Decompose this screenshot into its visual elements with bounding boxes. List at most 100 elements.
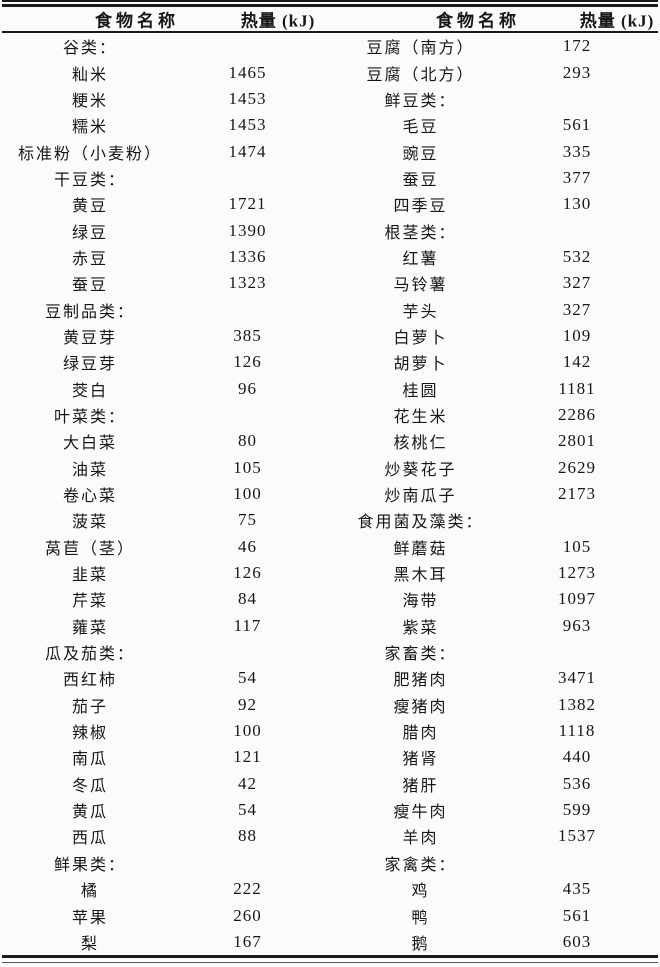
- table-row: 黄豆 1721 四季豆 130: [0, 191, 660, 217]
- food-name-cell: 海带: [402, 593, 439, 611]
- calorie-value-cell: 1474: [228, 141, 267, 161]
- calorie-value-cell: 327: [562, 273, 592, 293]
- food-name-cell: 绿豆芽: [62, 356, 117, 374]
- bottom-thick-rule: [2, 955, 658, 958]
- top-thin-rule: [2, 0, 658, 2]
- food-name-cell: 叶菜类：: [53, 408, 126, 426]
- table-row: 辣椒 100 腊肉 1118: [0, 718, 660, 744]
- food-name-cell: 梨: [80, 935, 99, 953]
- table-row: 南瓜 121 猪肾 440: [0, 744, 660, 770]
- calorie-value-cell: 335: [562, 141, 592, 161]
- calorie-value-cell: 440: [562, 747, 592, 767]
- food-name-cell: 芹菜: [71, 593, 108, 611]
- table-row: 籼米 1465 豆腐（北方） 293: [0, 59, 660, 85]
- top-thick-rule: [2, 4, 658, 7]
- calorie-value-cell: 599: [562, 800, 592, 820]
- food-name-cell: 冬瓜: [71, 777, 108, 795]
- food-name-cell: 西红柿: [62, 672, 117, 690]
- food-name-cell: 桂圆: [402, 382, 439, 400]
- table-row: 蚕豆 1323 马铃薯 327: [0, 270, 660, 296]
- calorie-value-cell: 109: [562, 325, 592, 345]
- food-name-cell: 食用菌及藻类：: [357, 514, 484, 532]
- calorie-value-cell: 84: [238, 589, 257, 609]
- food-name-cell: 肥猪肉: [393, 672, 448, 690]
- food-name-cell: 豆腐（北方）: [366, 66, 475, 84]
- calorie-value-cell: 1537: [558, 826, 596, 846]
- food-name-cell: 紫菜: [402, 619, 439, 637]
- calorie-value-cell: 46: [238, 536, 257, 556]
- food-name-cell: 标准粉（小麦粉）: [17, 145, 162, 163]
- table-row: 糯米 1453 毛豆 561: [0, 112, 660, 138]
- calorie-value-cell: 603: [562, 931, 592, 951]
- table-row: 茭白 96 桂圆 1181: [0, 375, 660, 401]
- food-name-cell: 苹果: [71, 909, 108, 927]
- header-energy-right: 热量 (kJ): [579, 11, 655, 31]
- food-name-cell: 黄豆芽: [62, 329, 117, 347]
- calorie-value-cell: 2801: [558, 431, 596, 451]
- calorie-value-cell: 2286: [558, 404, 596, 424]
- food-name-cell: 家禽类：: [384, 856, 457, 874]
- calorie-value-cell: 293: [562, 62, 592, 82]
- food-name-cell: 猪肝: [402, 777, 439, 795]
- table-row: 茄子 92 瘦猪肉 1382: [0, 692, 660, 718]
- food-name-cell: 鲜蘑菇: [393, 540, 448, 558]
- food-name-cell: 油菜: [71, 461, 108, 479]
- table-row: 蕹菜 117 紫菜 963: [0, 613, 660, 639]
- calorie-value-cell: 385: [233, 325, 262, 345]
- table-row: 卷心菜 100 炒南瓜子 2173: [0, 481, 660, 507]
- food-name-cell: 韭菜: [71, 567, 108, 585]
- food-name-cell: 炒葵花子: [384, 461, 457, 479]
- calorie-value-cell: 3471: [558, 668, 596, 688]
- calorie-value-cell: 92: [238, 694, 257, 714]
- header-energy-left: 热量 (kJ): [240, 11, 316, 31]
- table-row: 大白菜 80 核桃仁 2801: [0, 428, 660, 454]
- food-name-cell: 茄子: [71, 698, 108, 716]
- calorie-value-cell: 1721: [228, 194, 267, 214]
- calorie-value-cell: 1118: [558, 721, 596, 741]
- calorie-value-cell: 1465: [228, 62, 267, 82]
- calorie-value-cell: 561: [562, 115, 592, 135]
- food-name-cell: 核桃仁: [393, 435, 448, 453]
- calorie-value-cell: 126: [233, 563, 262, 583]
- food-name-cell: 猪肾: [402, 751, 439, 769]
- calorie-value-cell: 1453: [228, 115, 267, 135]
- calorie-value-cell: 1453: [228, 88, 267, 108]
- food-name-cell: 南瓜: [71, 751, 108, 769]
- food-name-cell: 赤豆: [71, 250, 108, 268]
- calorie-value-cell: 222: [233, 879, 262, 899]
- food-name-cell: 黄豆: [71, 198, 108, 216]
- food-name-cell: 大白菜: [62, 435, 117, 453]
- food-name-cell: 红薯: [402, 250, 439, 268]
- food-name-cell: 马铃薯: [393, 277, 448, 295]
- food-name-cell: 莴苣（茎）: [44, 540, 135, 558]
- calorie-value-cell: 54: [238, 668, 257, 688]
- food-name-cell: 橘: [80, 883, 99, 901]
- calorie-value-cell: 42: [238, 773, 257, 793]
- table-header-row: 食物名称 热量 (kJ) 食物名称 热量 (kJ): [0, 7, 660, 31]
- food-name-cell: 黑木耳: [393, 567, 448, 585]
- bottom-thin-rule: [2, 962, 658, 963]
- food-name-cell: 四季豆: [393, 198, 448, 216]
- food-name-cell: 炒南瓜子: [384, 488, 457, 506]
- calorie-value-cell: 2629: [558, 457, 596, 477]
- food-name-cell: 胡萝卜: [393, 356, 448, 374]
- table-row: 瓜及茄类： 家畜类：: [0, 639, 660, 665]
- calorie-value-cell: 561: [562, 905, 592, 925]
- calorie-value-cell: 963: [562, 615, 592, 635]
- table-row: 绿豆 1390 根茎类：: [0, 217, 660, 243]
- food-name-cell: 鲜果类：: [53, 856, 126, 874]
- food-name-cell: 腊肉: [402, 725, 439, 743]
- food-name-cell: 毛豆: [402, 119, 439, 137]
- food-name-cell: 瓜及茄类：: [44, 646, 135, 664]
- food-name-cell: 干豆类：: [53, 171, 126, 189]
- food-name-cell: 豌豆: [402, 145, 439, 163]
- calorie-value-cell: 117: [233, 615, 262, 635]
- food-name-cell: 菠菜: [71, 514, 108, 532]
- food-name-cell: 辣椒: [71, 725, 108, 743]
- food-name-cell: 黄瓜: [71, 804, 108, 822]
- calorie-value-cell: 172: [562, 36, 592, 56]
- table-row: 梨 167 鹅 603: [0, 929, 660, 955]
- calorie-value-cell: 105: [233, 457, 262, 477]
- calorie-value-cell: 105: [562, 536, 592, 556]
- calorie-value-cell: 2173: [558, 484, 596, 504]
